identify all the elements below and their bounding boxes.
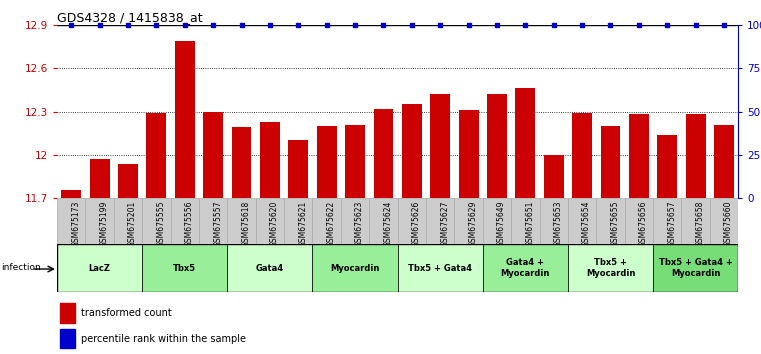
Text: infection: infection (2, 263, 41, 273)
Bar (397, 198, 426, 244)
Text: GSM675623: GSM675623 (355, 200, 364, 247)
Text: GSM675657: GSM675657 (667, 200, 677, 247)
Bar (454, 198, 482, 244)
Text: GSM675654: GSM675654 (582, 200, 591, 247)
Bar (374, 109, 393, 198)
Text: Tbx5 + Gata4: Tbx5 + Gata4 (408, 264, 472, 273)
Text: GSM675199: GSM675199 (100, 200, 109, 247)
Bar (515, 88, 535, 198)
Bar (313, 198, 341, 244)
Bar (511, 198, 540, 244)
Bar (568, 244, 653, 292)
Bar (175, 41, 195, 198)
Bar (284, 198, 313, 244)
Bar (686, 114, 705, 198)
Bar (228, 244, 313, 292)
Text: LacZ: LacZ (88, 264, 110, 273)
Text: Tbx5 + Gata4 +
Myocardin: Tbx5 + Gata4 + Myocardin (659, 258, 733, 278)
Bar (256, 198, 284, 244)
Bar (231, 127, 251, 198)
Bar (658, 135, 677, 198)
Bar (653, 198, 681, 244)
Text: GSM675624: GSM675624 (384, 200, 393, 247)
Bar (397, 244, 482, 292)
Bar (710, 198, 738, 244)
Bar (426, 198, 454, 244)
Text: Gata4: Gata4 (256, 264, 284, 273)
Bar (345, 125, 365, 198)
Text: GSM675656: GSM675656 (638, 200, 648, 247)
Bar (142, 198, 170, 244)
Bar (482, 198, 511, 244)
Bar (203, 112, 223, 198)
Bar (62, 190, 81, 198)
Text: GSM675556: GSM675556 (185, 200, 194, 247)
Text: GSM675622: GSM675622 (326, 200, 336, 247)
Text: Myocardin: Myocardin (330, 264, 380, 273)
Text: GSM675629: GSM675629 (469, 200, 478, 247)
Text: GSM675621: GSM675621 (298, 200, 307, 247)
Text: GSM675660: GSM675660 (724, 200, 733, 247)
Bar (341, 198, 369, 244)
Bar (317, 126, 336, 198)
Bar (402, 104, 422, 198)
Bar (146, 113, 167, 198)
Bar (600, 126, 620, 198)
Text: GSM675618: GSM675618 (241, 200, 250, 247)
Text: GSM675201: GSM675201 (128, 200, 137, 247)
Bar (228, 198, 256, 244)
Bar (114, 198, 142, 244)
Text: GSM675627: GSM675627 (440, 200, 449, 247)
Text: GSM675651: GSM675651 (525, 200, 534, 247)
Bar (60, 329, 75, 348)
Bar (572, 113, 592, 198)
Bar (714, 125, 734, 198)
Text: GSM675653: GSM675653 (554, 200, 562, 247)
Bar (60, 303, 75, 323)
Bar (430, 94, 450, 198)
Text: GSM675557: GSM675557 (213, 200, 222, 247)
Text: GSM675626: GSM675626 (412, 200, 421, 247)
Text: percentile rank within the sample: percentile rank within the sample (81, 334, 246, 344)
Bar (625, 198, 653, 244)
Text: GSM675620: GSM675620 (270, 200, 279, 247)
Bar (459, 110, 479, 198)
Bar (85, 198, 114, 244)
Text: Tbx5: Tbx5 (174, 264, 196, 273)
Text: GSM675658: GSM675658 (696, 200, 705, 247)
Bar (597, 198, 625, 244)
Text: Gata4 +
Myocardin: Gata4 + Myocardin (501, 258, 550, 278)
Text: GSM675555: GSM675555 (157, 200, 165, 247)
Bar (57, 244, 142, 292)
Bar (118, 164, 138, 198)
Bar (288, 141, 308, 198)
Text: Tbx5 +
Myocardin: Tbx5 + Myocardin (586, 258, 635, 278)
Bar (540, 198, 568, 244)
Text: GSM675649: GSM675649 (497, 200, 506, 247)
Text: GSM675173: GSM675173 (72, 200, 80, 247)
Bar (487, 94, 507, 198)
Bar (681, 198, 710, 244)
Bar (482, 244, 568, 292)
Bar (90, 159, 110, 198)
Bar (260, 122, 280, 198)
Bar (57, 198, 85, 244)
Bar (653, 244, 738, 292)
Bar (142, 244, 228, 292)
Text: GSM675655: GSM675655 (610, 200, 619, 247)
Bar (170, 198, 199, 244)
Text: transformed count: transformed count (81, 308, 172, 318)
Bar (369, 198, 397, 244)
Bar (313, 244, 397, 292)
Bar (629, 114, 649, 198)
Bar (544, 155, 564, 198)
Bar (199, 198, 228, 244)
Text: GDS4328 / 1415838_at: GDS4328 / 1415838_at (57, 11, 202, 24)
Bar (568, 198, 597, 244)
